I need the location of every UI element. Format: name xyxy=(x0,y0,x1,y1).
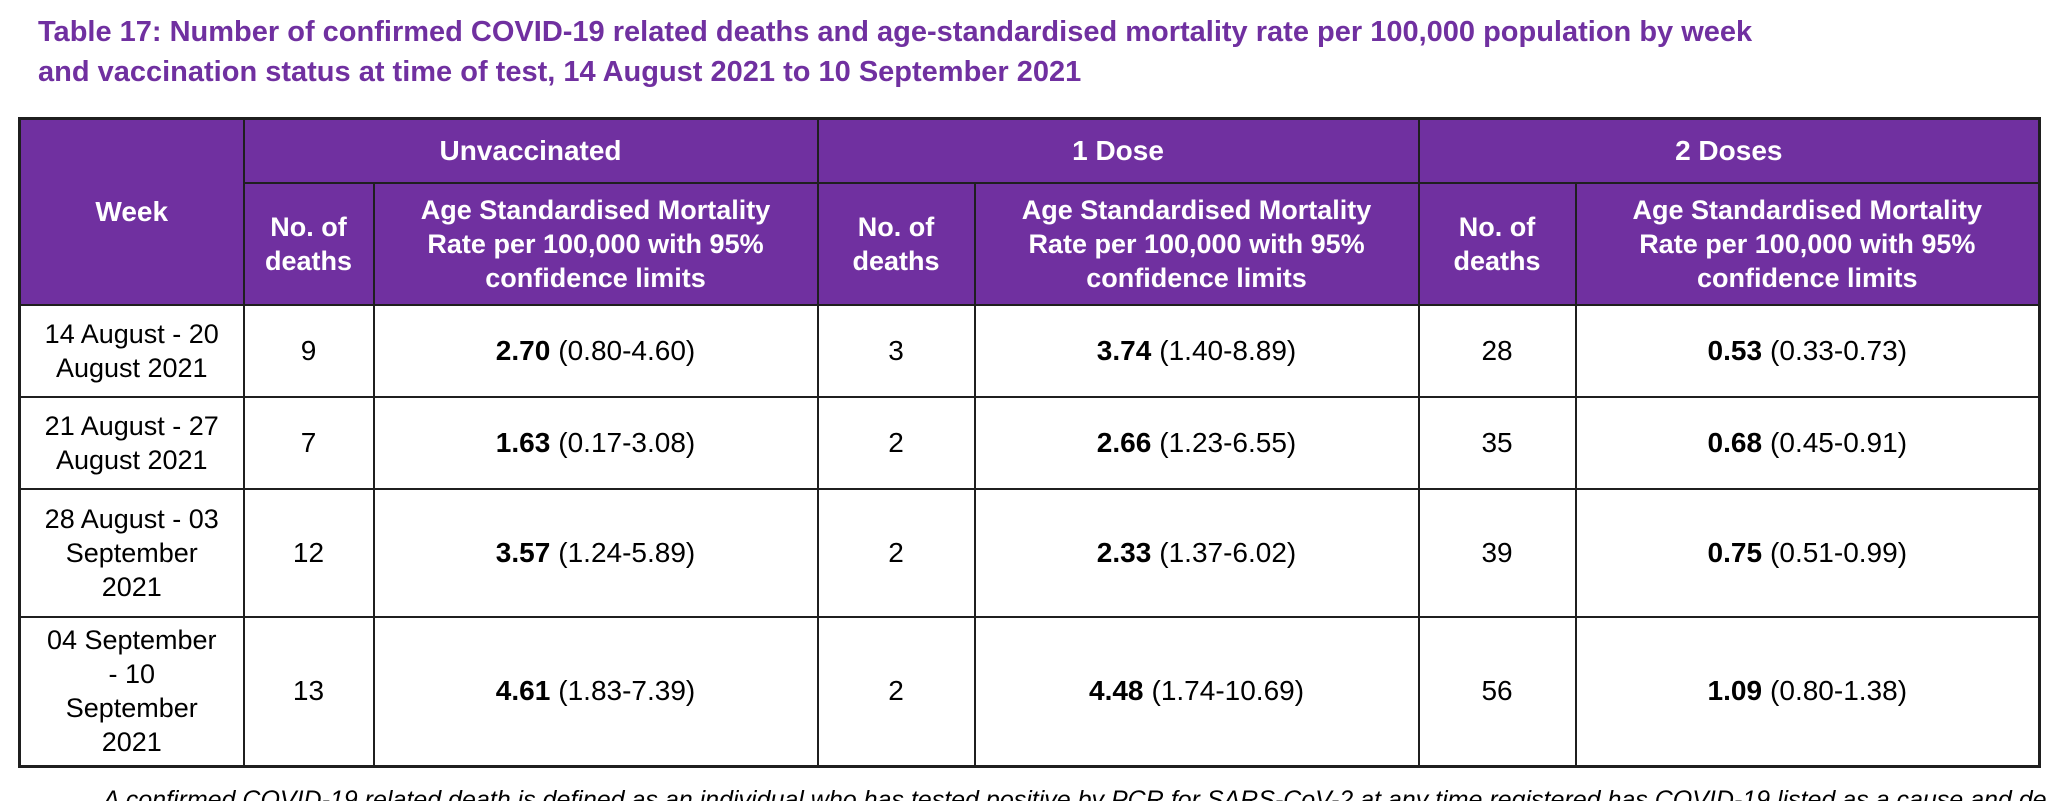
deaths-cell: 39 xyxy=(1417,487,1577,618)
rate-cell: 3.74 (1.40-8.89) xyxy=(973,303,1420,398)
table-row: 14 August - 20 August 2021 9 2.70 (0.80-4… xyxy=(18,303,2041,398)
rate-ci: (1.37-6.02) xyxy=(1159,536,1297,568)
covid-mortality-table: Week Unvaccinated 1 Dose 2 Doses No. of … xyxy=(18,117,2042,768)
rate-value: 2.33 xyxy=(1096,536,1152,568)
footnote-partial: A confirmed COVID-19 related death is de… xyxy=(103,786,2048,801)
rate-value: 0.53 xyxy=(1707,334,1763,366)
table-row: 04 September - 10 September 2021 13 4.61… xyxy=(18,615,2041,768)
week-column-header: Week xyxy=(18,117,245,306)
table-row: 28 August - 03 September 2021 12 3.57 (1.… xyxy=(18,487,2041,618)
rate-cell: 0.75 (0.51-0.99) xyxy=(1574,487,2041,618)
group-header-2-doses: 2 Doses xyxy=(1417,117,2041,184)
deaths-cell: 35 xyxy=(1417,395,1577,490)
week-cell: 04 September - 10 September 2021 xyxy=(18,615,245,768)
rate-cell: 4.48 (1.74-10.69) xyxy=(973,615,1420,768)
rate-cell: 1.09 (0.80-1.38) xyxy=(1574,615,2041,768)
deaths-cell: 28 xyxy=(1417,303,1577,398)
rate-value: 0.75 xyxy=(1707,536,1763,568)
deaths-cell: 13 xyxy=(242,615,375,768)
rate-ci: (0.80-1.38) xyxy=(1770,675,1908,707)
deaths-cell: 2 xyxy=(816,615,976,768)
rate-value: 0.68 xyxy=(1707,426,1763,458)
group-header-row: Week Unvaccinated 1 Dose 2 Doses xyxy=(18,117,2041,306)
rate-value: 4.61 xyxy=(495,675,551,707)
rate-value: 4.48 xyxy=(1089,675,1144,707)
rate-value: 3.74 xyxy=(1096,334,1152,366)
rate-ci: (1.83-7.39) xyxy=(558,675,696,707)
rate-ci: (0.80-4.60) xyxy=(558,334,696,366)
rate-value: 3.57 xyxy=(495,536,551,568)
rate-cell: 0.53 (0.33-0.73) xyxy=(1574,303,2041,398)
rate-ci: (0.45-0.91) xyxy=(1770,426,1908,458)
rate-ci: (1.74-10.69) xyxy=(1151,675,1305,707)
week-cell: 21 August - 27 August 2021 xyxy=(18,395,245,490)
group-header-1-dose: 1 Dose xyxy=(816,117,1420,184)
deaths-cell: 56 xyxy=(1417,615,1577,768)
subheader-deaths-2-doses: No. of deaths xyxy=(1417,181,1577,306)
week-cell: 28 August - 03 September 2021 xyxy=(18,487,245,618)
rate-ci: (0.33-0.73) xyxy=(1770,334,1908,366)
rate-ci: (1.24-5.89) xyxy=(558,536,696,568)
rate-ci: (1.23-6.55) xyxy=(1159,426,1297,458)
deaths-cell: 2 xyxy=(816,395,976,490)
rate-ci: (1.40-8.89) xyxy=(1159,334,1297,366)
week-cell: 14 August - 20 August 2021 xyxy=(18,303,245,398)
rate-value: 2.66 xyxy=(1096,426,1152,458)
rate-value: 1.09 xyxy=(1707,675,1763,707)
subheader-rate-unvaccinated: Age Standardised Mortality Rate per 100,… xyxy=(372,181,819,306)
rate-value: 2.70 xyxy=(495,334,551,366)
rate-cell: 2.70 (0.80-4.60) xyxy=(372,303,819,398)
deaths-cell: 7 xyxy=(242,395,375,490)
subheader-rate-1-dose: Age Standardised Mortality Rate per 100,… xyxy=(973,181,1420,306)
deaths-cell: 9 xyxy=(242,303,375,398)
sub-header-row: No. of deaths Age Standardised Mortality… xyxy=(20,181,2041,306)
table-title: Table 17: Number of confirmed COVID-19 r… xyxy=(38,16,1753,88)
subheader-deaths-unvaccinated: No. of deaths xyxy=(242,181,375,306)
subheader-rate-2-doses: Age Standardised Mortality Rate per 100,… xyxy=(1574,181,2041,306)
rate-cell: 3.57 (1.24-5.89) xyxy=(372,487,819,618)
table-row: 21 August - 27 August 2021 7 1.63 (0.17-3… xyxy=(18,395,2041,490)
rate-cell: 2.66 (1.23-6.55) xyxy=(973,395,1420,490)
deaths-cell: 2 xyxy=(816,487,976,618)
deaths-cell: 12 xyxy=(242,487,375,618)
rate-value: 1.63 xyxy=(495,426,551,458)
rate-cell: 0.68 (0.45-0.91) xyxy=(1574,395,2041,490)
rate-ci: (0.17-3.08) xyxy=(558,426,696,458)
group-header-unvaccinated: Unvaccinated xyxy=(242,117,819,184)
rate-cell: 1.63 (0.17-3.08) xyxy=(372,395,819,490)
rate-cell: 4.61 (1.83-7.39) xyxy=(372,615,819,768)
rate-cell: 2.33 (1.37-6.02) xyxy=(973,487,1420,618)
subheader-deaths-1-dose: No. of deaths xyxy=(816,181,976,306)
deaths-cell: 3 xyxy=(816,303,976,398)
rate-ci: (0.51-0.99) xyxy=(1770,536,1908,568)
